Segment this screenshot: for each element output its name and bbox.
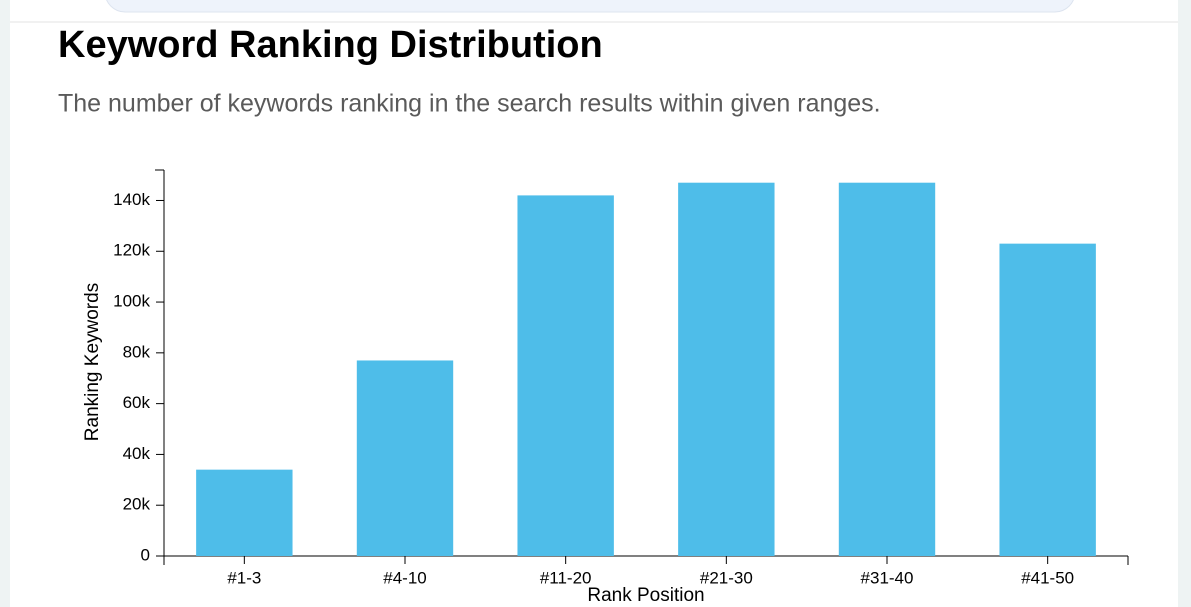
y-tick-label: 0 <box>141 545 150 564</box>
y-tick-label: 20k <box>123 495 151 514</box>
y-tick-label: 40k <box>123 444 151 463</box>
plot: 0 20k 40k 60k 80k 100k 120k 140k #1-3 #4-10 #11-20… <box>113 169 1129 587</box>
bar <box>999 243 1096 557</box>
x-tick-label: #4-10 <box>383 568 426 587</box>
chart-subtitle: The number of keywords ranking in the se… <box>58 90 881 118</box>
x-tick-label: #1-3 <box>227 568 261 587</box>
y-tick-label: 60k <box>123 393 151 412</box>
x-tick-label: #11-20 <box>540 568 592 587</box>
y-tick-label: 120k <box>113 241 150 260</box>
bar <box>838 182 936 556</box>
bar <box>678 182 775 556</box>
bar <box>356 360 454 556</box>
y-axis-label: Ranking Keywords <box>82 283 103 441</box>
chart-title: Keyword Ranking Distribution <box>58 24 603 66</box>
y-tick-label: 100k <box>113 292 150 311</box>
x-tick-label: #41-50 <box>1021 568 1074 587</box>
bar <box>517 195 614 557</box>
x-axis-label: Rank Position <box>587 585 704 606</box>
y-tick-label: 80k <box>123 342 151 361</box>
search-bar[interactable] <box>105 0 1075 13</box>
x-tick-label: #21-30 <box>700 568 753 587</box>
y-tick-label: 140k <box>113 190 150 209</box>
side-strip <box>0 0 10 607</box>
bar <box>196 469 293 556</box>
x-tick-label: #31-40 <box>861 568 914 587</box>
side-strip <box>1178 0 1191 607</box>
